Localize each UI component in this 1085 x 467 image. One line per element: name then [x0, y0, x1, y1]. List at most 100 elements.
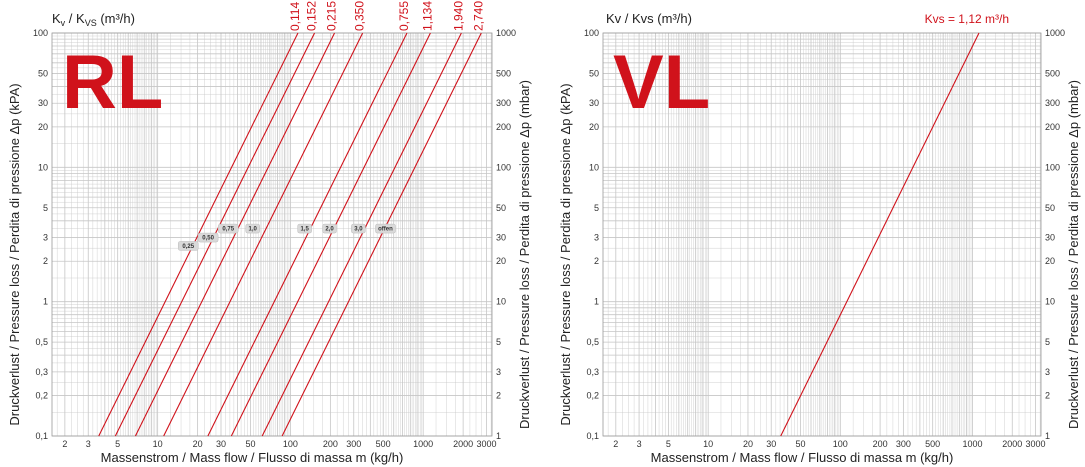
y-tick-label-right: 5: [496, 337, 501, 347]
series-1-940: 1,940: [261, 1, 465, 437]
y-tick-label-left: 5: [43, 203, 48, 213]
y-tick-label-right: 50: [1045, 203, 1055, 213]
y-tick-label-right: 30: [496, 233, 506, 243]
y-tick-label-left: 50: [38, 68, 48, 78]
series-2-740: 2,740: [281, 1, 485, 437]
position-badge-bg: [217, 223, 239, 234]
series-label: 2,740: [471, 1, 485, 31]
series-line: [134, 32, 336, 437]
y-tick-label-right: 500: [496, 68, 511, 78]
y-tick-label-right: 2: [496, 391, 501, 401]
series-label: 0,755: [397, 1, 411, 31]
series-line: [163, 32, 364, 437]
x-tick-label: 3000: [476, 439, 496, 449]
y-tick-label-left: 0,5: [586, 337, 599, 347]
series-0-755: 0,755: [207, 1, 411, 437]
position-badge-bg: [297, 223, 312, 234]
x-tick-label: 1000: [962, 439, 982, 449]
position-badge-label: 2,0: [325, 227, 334, 233]
grid: [51, 32, 493, 437]
x-tick-label: 20: [743, 439, 753, 449]
series-label: 0,114: [288, 2, 302, 31]
x-tick-label: 1000: [413, 439, 433, 449]
x-tick-label: 5: [115, 439, 120, 449]
position-badge: 1,0: [245, 223, 260, 234]
series-label: 1,134: [420, 1, 434, 31]
position-badge: offen: [375, 223, 396, 234]
x-tick-label: 2000: [453, 439, 473, 449]
y-tick-label-right: 100: [1045, 162, 1060, 172]
y-axis-title-right: Druckverlust / Pressure loss / Perdita d…: [1066, 80, 1081, 429]
x-tick-label: 3: [86, 439, 91, 449]
x-tick-label: 2: [62, 439, 67, 449]
position-badge: 0,75: [217, 223, 239, 234]
y-axis-title-left: Druckverlust / Pressure loss / Perdita d…: [7, 83, 22, 425]
y-tick-label-right: 1000: [496, 28, 516, 38]
position-badge-bg: [375, 223, 396, 234]
grid: [602, 32, 1042, 437]
x-tick-label: 10: [153, 439, 163, 449]
position-badge-bg: [177, 241, 199, 251]
plot-frame: [602, 32, 1042, 437]
chart-rl: 2 3 5 10 20 30 50 100 200 300 500 1000 2000 3000 0,1 0,…: [7, 1, 532, 465]
y-tick-label-left: 3: [594, 233, 599, 243]
series-1-134: 1,134: [230, 1, 434, 437]
position-badge: 0,25: [177, 241, 199, 251]
y-tick-label-left: 100: [584, 28, 599, 38]
x-tick-label: 2000: [1002, 439, 1022, 449]
y-tick-label-right: 10: [496, 297, 506, 307]
position-badge-bg: [245, 223, 260, 234]
y-tick-label-left: 1: [43, 297, 48, 307]
plot-frame: [51, 32, 493, 437]
position-badge: 2,0: [322, 223, 337, 234]
x-axis-title: Massenstrom / Mass flow / Flusso di mass…: [651, 450, 954, 465]
kv-header: Kv / KVS (m³/h): [52, 11, 135, 28]
y-tick-label-left: 0,3: [35, 367, 48, 377]
position-badge-label: 3,0: [354, 227, 363, 233]
y-tick-label-left: 2: [594, 256, 599, 266]
position-badge: 1,5: [297, 223, 312, 234]
y-tick-label-right: 1: [496, 431, 501, 441]
y-tick-label-right: 50: [496, 203, 506, 213]
y-tick-label-right: 5: [1045, 337, 1050, 347]
x-tick-label: 30: [766, 439, 776, 449]
position-badge-label: 0,25: [182, 244, 194, 250]
position-badge-label: offen: [378, 227, 393, 233]
chart-vl: 2 3 5 10 20 30 50 100 200 300 500 1000 2000 3000 0,1 0,…: [558, 11, 1081, 465]
series-label: 0,350: [353, 1, 367, 31]
y-tick-label-right: 1: [1045, 431, 1050, 441]
series-line: [780, 32, 980, 437]
y-axis-title-left: Druckverlust / Pressure loss / Perdita d…: [558, 83, 573, 425]
x-tick-label: 3: [637, 439, 642, 449]
y-tick-label-right: 500: [1045, 68, 1060, 78]
y-tick-label-right: 10: [1045, 297, 1055, 307]
x-tick-label: 100: [283, 439, 298, 449]
position-badge: 0,50: [197, 232, 219, 243]
x-tick-label: 500: [925, 439, 940, 449]
series-0-350: 0,350: [163, 1, 367, 437]
x-tick-label: 300: [346, 439, 361, 449]
x-tick-label: 200: [873, 439, 888, 449]
y-tick-label-left: 0,1: [586, 431, 599, 441]
position-badge-label: 0,50: [202, 236, 214, 242]
series-line: [230, 32, 431, 437]
y-tick-label-left: 1: [594, 297, 599, 307]
series-line: [261, 32, 462, 437]
y-tick-label-right: 20: [1045, 256, 1055, 266]
series-label: 0,152: [305, 1, 319, 31]
x-tick-label: 500: [376, 439, 391, 449]
position-badge-label: 1,0: [249, 227, 258, 233]
position-badge-label: 0,75: [222, 227, 234, 233]
y-tick-label-left: 10: [589, 162, 599, 172]
y-tick-label-right: 2: [1045, 391, 1050, 401]
valve-type-label: RL: [62, 40, 163, 125]
position-badge: 3,0: [351, 223, 366, 234]
y-tick-label-left: 20: [589, 122, 599, 132]
y-tick-label-left: 5: [594, 203, 599, 213]
y-tick-label-left: 0,3: [586, 367, 599, 377]
x-tick-label: 10: [703, 439, 713, 449]
position-badge-bg: [351, 223, 366, 234]
x-tick-label: 100: [833, 439, 848, 449]
y-tick-label-left: 30: [589, 98, 599, 108]
